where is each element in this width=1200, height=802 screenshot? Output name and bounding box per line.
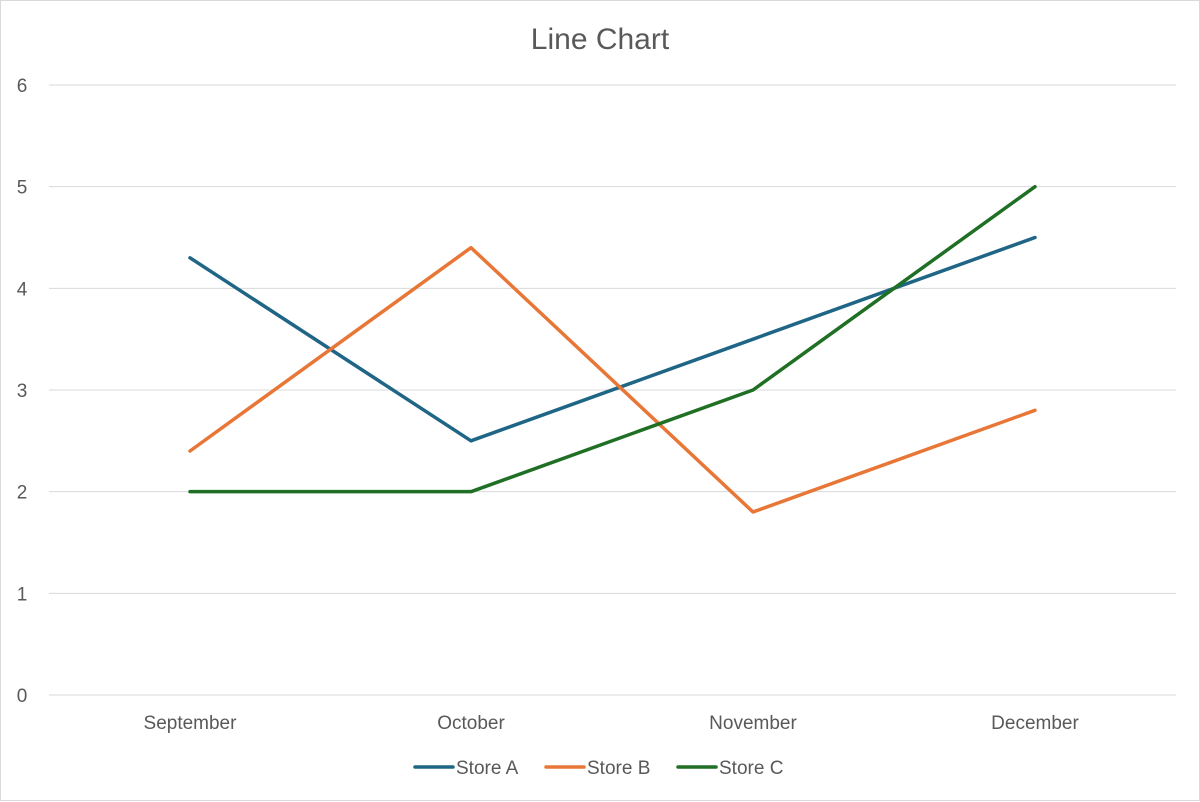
y-tick-label: 6 bbox=[17, 76, 28, 97]
y-tick-label: 2 bbox=[17, 483, 28, 504]
x-tick-label: September bbox=[144, 713, 238, 734]
legend-label: Store C bbox=[719, 758, 783, 779]
legend: Store A Store B Store C bbox=[415, 758, 783, 779]
series-line-store-a bbox=[190, 238, 1035, 441]
x-tick-label: December bbox=[991, 713, 1079, 734]
series-line-store-b bbox=[190, 248, 1035, 512]
chart-title: Line Chart bbox=[531, 23, 670, 56]
y-tick-label: 5 bbox=[17, 178, 28, 199]
series-lines bbox=[190, 187, 1035, 512]
y-tick-label: 4 bbox=[17, 279, 28, 300]
y-axis-ticks: 0 1 2 3 4 5 6 bbox=[17, 76, 28, 707]
legend-label: Store B bbox=[587, 758, 650, 779]
x-axis-ticks: September October November December bbox=[144, 713, 1080, 734]
legend-item: Store C bbox=[678, 758, 783, 779]
legend-item: Store B bbox=[546, 758, 650, 779]
legend-label: Store A bbox=[456, 758, 519, 779]
legend-item: Store A bbox=[415, 758, 519, 779]
y-tick-label: 3 bbox=[17, 381, 28, 402]
x-tick-label: November bbox=[709, 713, 797, 734]
x-tick-label: October bbox=[437, 713, 505, 734]
y-tick-label: 1 bbox=[17, 584, 28, 605]
y-tick-label: 0 bbox=[17, 686, 28, 707]
